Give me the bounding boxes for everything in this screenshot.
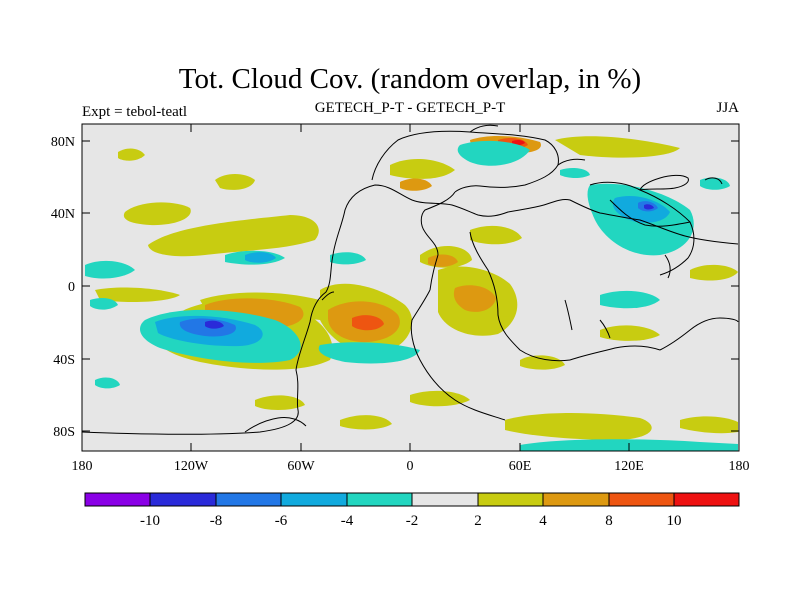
colorbar-label: -6 <box>275 513 288 529</box>
model-label: GETECH_P-T - GETECH_P-T <box>315 100 506 116</box>
colorbar-swatch <box>411 492 479 507</box>
colorbar-swatch <box>346 492 413 507</box>
coastlines <box>82 124 739 435</box>
colorbar-label: 4 <box>539 513 547 529</box>
lon-ticks <box>81 124 740 451</box>
colorbar-swatch <box>280 492 348 507</box>
colorbar: -10 -8 -6 -4 -2 2 4 8 10 <box>84 492 740 529</box>
colorbar-swatches <box>84 492 740 507</box>
lat-label-40s: 40S <box>53 353 75 368</box>
lon-label-180e: 180 <box>729 459 750 474</box>
lat-label-80s: 80S <box>53 425 75 440</box>
lon-label-0: 0 <box>407 459 414 474</box>
colorbar-swatch <box>84 492 151 507</box>
lon-label-60w: 60W <box>287 459 315 474</box>
page-title: Tot. Cloud Cov. (random overlap, in %) <box>179 63 641 95</box>
lon-label-120w: 120W <box>174 459 209 474</box>
lon-label-180w: 180 <box>72 459 93 474</box>
colorbar-label: -8 <box>210 513 223 529</box>
colorbar-label: 10 <box>667 513 682 529</box>
experiment-label: Expt = tebol-teatl <box>82 104 187 120</box>
lat-label-0: 0 <box>68 280 75 295</box>
lat-label-40n: 40N <box>51 207 75 222</box>
colorbar-label: 2 <box>474 513 482 529</box>
colorbar-swatch <box>477 492 544 507</box>
colorbar-label: 8 <box>605 513 613 529</box>
lat-ticks <box>82 140 739 432</box>
colorbar-swatch <box>673 492 740 507</box>
colorbar-label: -2 <box>406 513 419 529</box>
colorbar-swatch <box>149 492 217 507</box>
colorbar-swatch <box>608 492 675 507</box>
colorbar-swatch <box>215 492 282 507</box>
colorbar-label: -10 <box>140 513 160 529</box>
colorbar-label: -4 <box>341 513 354 529</box>
lon-tick-labels: 180 120W 60W 0 60E 120E 180 <box>72 459 750 474</box>
anomaly-shading <box>85 135 738 451</box>
season-label: JJA <box>716 100 739 116</box>
lat-label-80n: 80N <box>51 135 75 150</box>
lat-tick-labels: 80N 40N 0 40S 80S <box>51 135 75 440</box>
map-panel: 80N 40N 0 40S 80S 180 120W 60W 0 60E 120… <box>51 123 750 474</box>
lon-label-120e: 120E <box>614 459 644 474</box>
colorbar-labels: -10 -8 -6 -4 -2 2 4 8 10 <box>140 513 682 529</box>
lon-label-60e: 60E <box>509 459 532 474</box>
colorbar-swatch <box>542 492 610 507</box>
